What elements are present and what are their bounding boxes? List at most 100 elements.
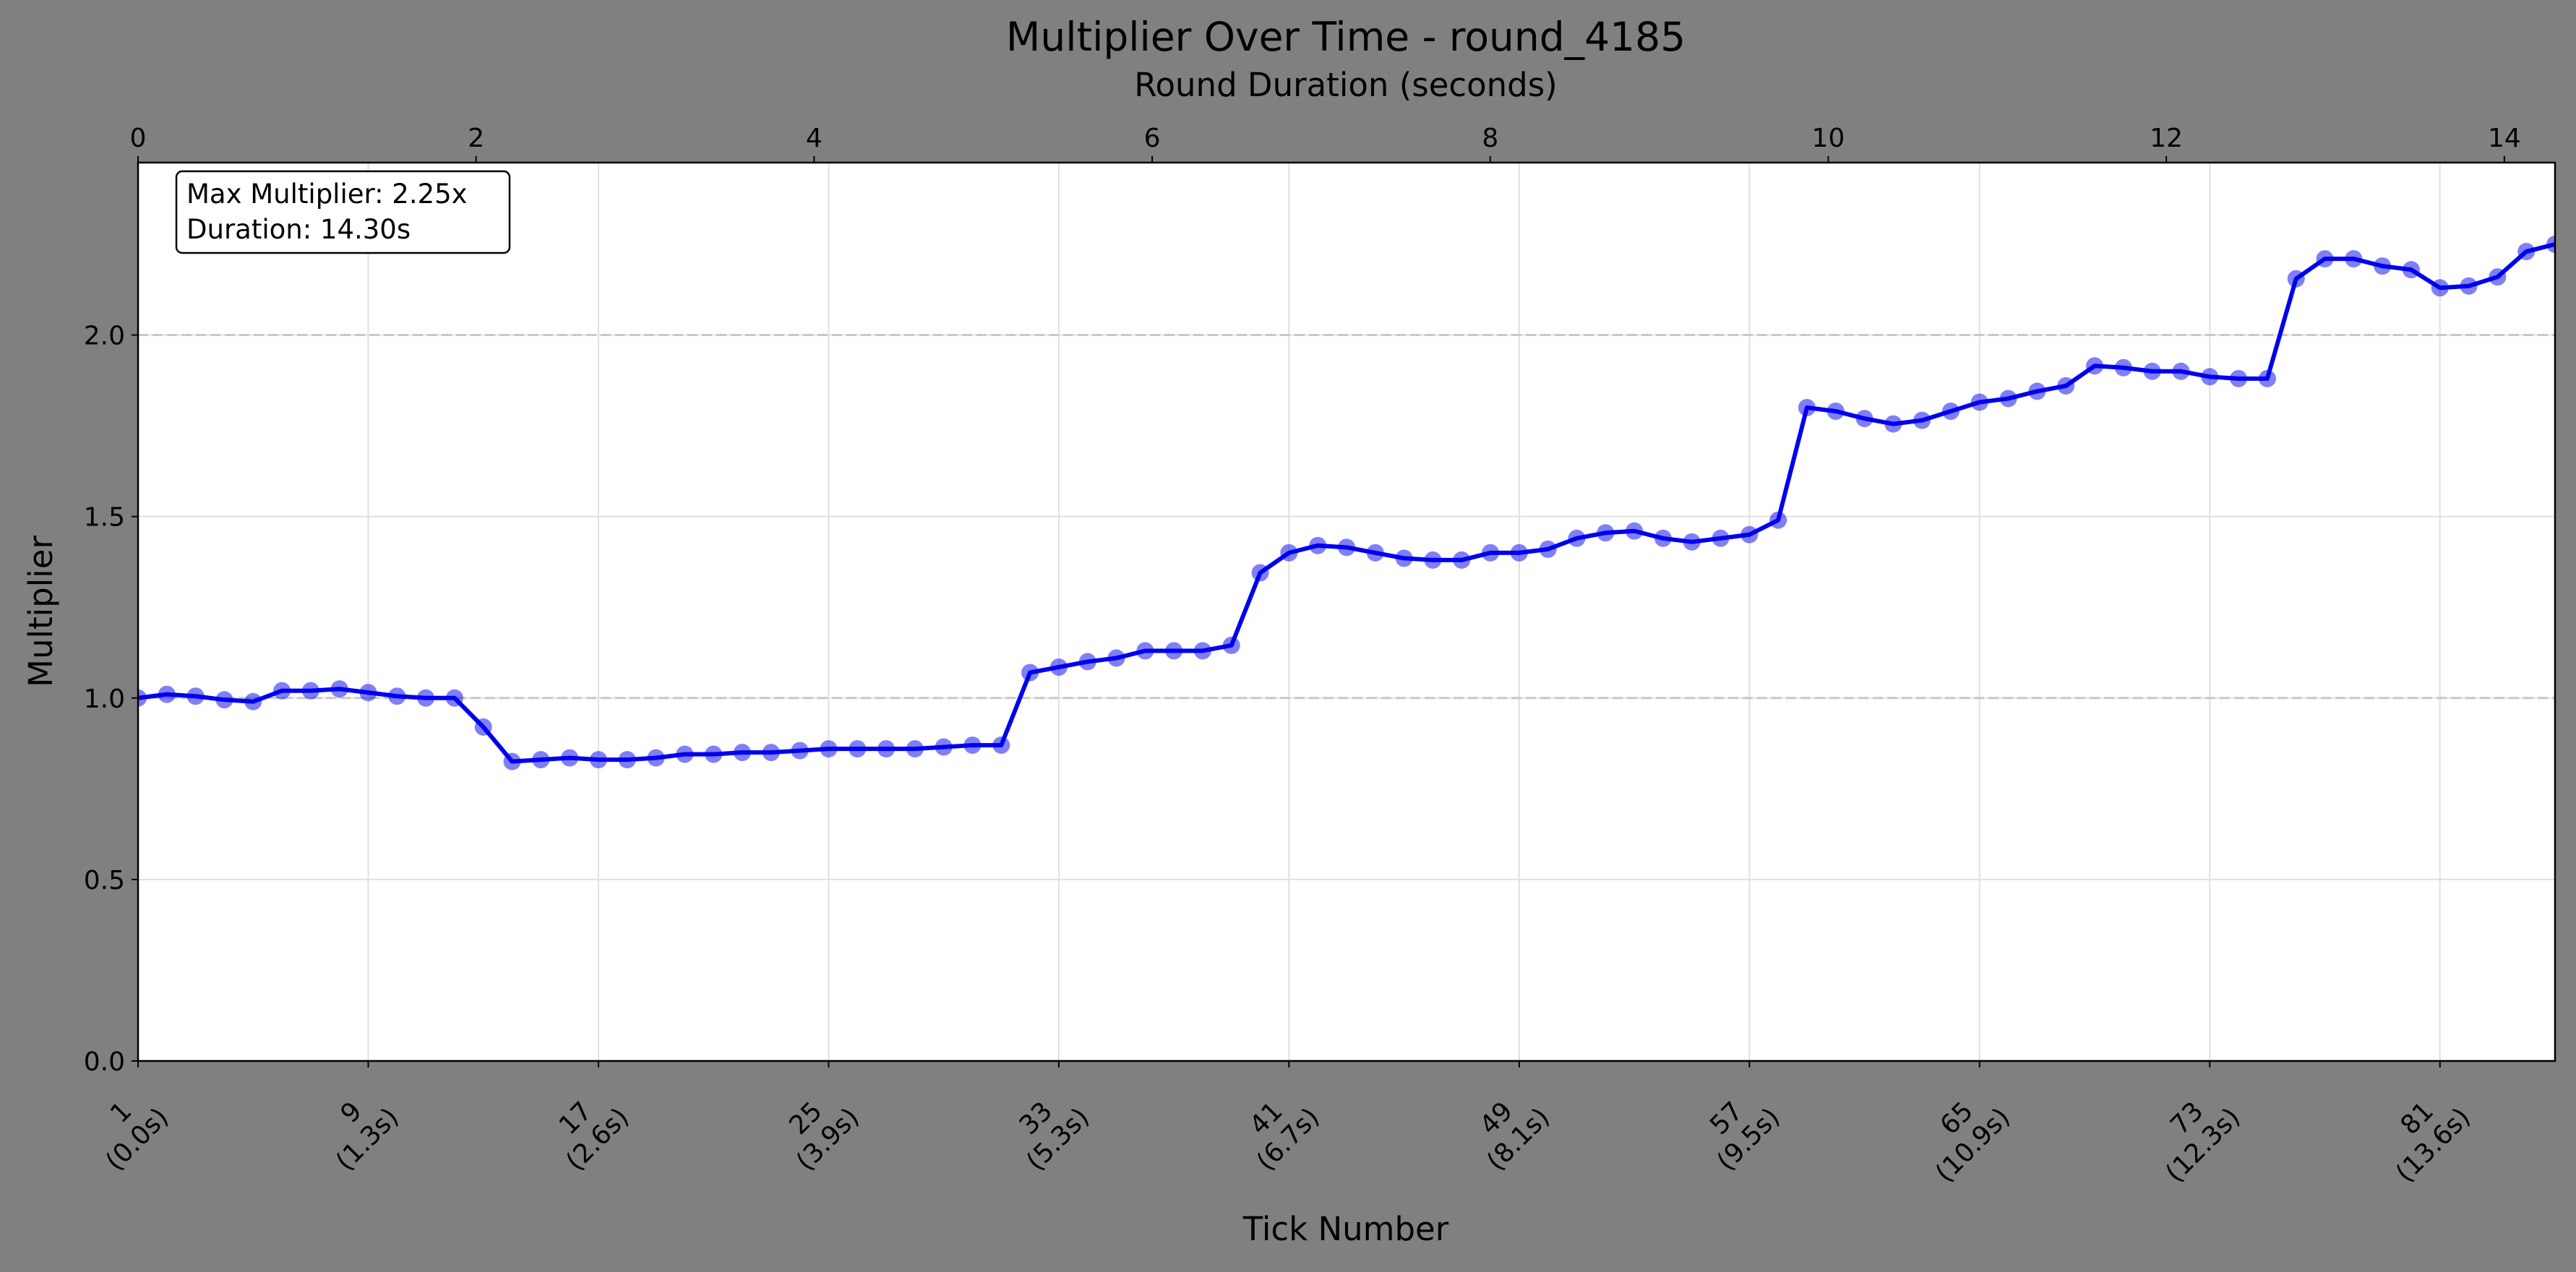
- data-point: [1078, 653, 1096, 671]
- data-point: [1826, 403, 1845, 421]
- x2-tick-label: 2: [468, 124, 484, 153]
- data-point: [2201, 368, 2219, 386]
- data-point: [2143, 362, 2161, 380]
- data-point: [1453, 551, 1471, 569]
- data-point: [963, 736, 982, 755]
- data-point: [1568, 529, 1586, 547]
- data-point: [445, 689, 463, 707]
- data-point: [2258, 369, 2276, 387]
- data-point: [2546, 236, 2555, 253]
- data-point: [359, 684, 377, 702]
- data-point: [762, 744, 780, 762]
- data-point: [1165, 642, 1183, 660]
- data-point: [2230, 369, 2248, 387]
- annotation-text: Max Multiplier: 2.25x: [186, 179, 468, 210]
- data-point: [1136, 642, 1154, 660]
- data-point: [1107, 649, 1125, 667]
- plot-frame: [137, 161, 2556, 1062]
- annotation-box: [175, 170, 511, 254]
- x2-tick-label: 8: [1482, 124, 1498, 153]
- data-point: [1280, 543, 1298, 562]
- data-point: [820, 740, 838, 758]
- data-point: [1942, 403, 1959, 421]
- data-point: [1049, 658, 1068, 676]
- data-point: [1712, 529, 1730, 547]
- data-point: [2028, 382, 2046, 400]
- x2-tick-label: 0: [130, 124, 147, 153]
- plot-area: [138, 163, 2555, 1061]
- data-point: [1539, 540, 1557, 558]
- data-point: [1855, 410, 1873, 428]
- data-point: [1482, 543, 1500, 562]
- data-point: [1021, 663, 1039, 682]
- data-point: [273, 682, 291, 700]
- data-point: [1970, 393, 1988, 411]
- data-point: [1366, 543, 1384, 562]
- data-point: [2172, 362, 2190, 380]
- data-point: [2517, 243, 2536, 261]
- data-point: [503, 752, 521, 770]
- y-tick-label: 1.5: [84, 503, 125, 533]
- data-point: [1395, 549, 1413, 567]
- data-point: [618, 751, 636, 769]
- x2-tick-label: 4: [806, 124, 823, 153]
- data-point: [2086, 357, 2104, 375]
- data-point: [1193, 642, 1211, 660]
- data-point: [1251, 564, 1269, 582]
- y-tick-label: 0.5: [84, 866, 125, 895]
- data-point: [2114, 358, 2132, 377]
- x2-tick-label: 14: [2488, 124, 2521, 153]
- annotation-text: Duration: 14.30s: [186, 214, 411, 245]
- y-tick-label: 0.0: [84, 1047, 125, 1077]
- x2-tick-label: 6: [1144, 124, 1161, 153]
- data-point: [1338, 538, 1355, 556]
- data-point: [2402, 261, 2420, 279]
- x2-axis-label: Round Duration (seconds): [1134, 66, 1557, 104]
- data-point: [2057, 377, 2075, 395]
- data-point: [186, 687, 205, 705]
- data-point: [1913, 411, 1931, 429]
- data-point: [906, 740, 924, 758]
- data-point: [158, 685, 176, 703]
- data-point: [589, 751, 607, 769]
- data-point: [2374, 257, 2392, 275]
- data-point: [935, 738, 953, 756]
- data-point: [561, 749, 579, 767]
- data-point: [2460, 277, 2478, 295]
- data-point: [1884, 415, 1902, 433]
- data-point: [1740, 525, 1759, 543]
- data-point: [1626, 522, 1644, 540]
- data-point: [2345, 250, 2363, 268]
- series-group: [138, 236, 2555, 770]
- data-point: [1999, 390, 2017, 408]
- data-point: [2431, 279, 2449, 297]
- data-point: [705, 745, 723, 763]
- data-point: [877, 740, 896, 758]
- data-point: [992, 736, 1010, 755]
- data-point: [244, 692, 262, 710]
- x-axis-label: Tick Number: [1242, 1210, 1449, 1248]
- data-point: [1798, 399, 1816, 416]
- data-point: [532, 751, 550, 769]
- data-point: [1683, 533, 1701, 551]
- data-point: [1309, 536, 1327, 554]
- chart-title: Multiplier Over Time - round_4185: [1006, 14, 1686, 60]
- data-point: [388, 687, 406, 705]
- y-tick-label: 2.0: [84, 322, 125, 351]
- data-point: [676, 745, 694, 763]
- data-point: [734, 744, 751, 762]
- data-point: [849, 740, 867, 758]
- data-point: [1597, 524, 1615, 542]
- data-point: [2316, 250, 2334, 268]
- data-point: [1654, 529, 1672, 547]
- data-point: [2287, 270, 2305, 288]
- data-point: [647, 749, 665, 767]
- y-axis-label: Multiplier: [22, 536, 60, 687]
- data-point: [474, 718, 492, 736]
- data-point: [1769, 511, 1787, 529]
- y-tick-label: 1.0: [84, 684, 125, 714]
- data-point: [301, 682, 319, 700]
- x2-tick-label: 12: [2150, 124, 2183, 153]
- data-point: [215, 691, 233, 709]
